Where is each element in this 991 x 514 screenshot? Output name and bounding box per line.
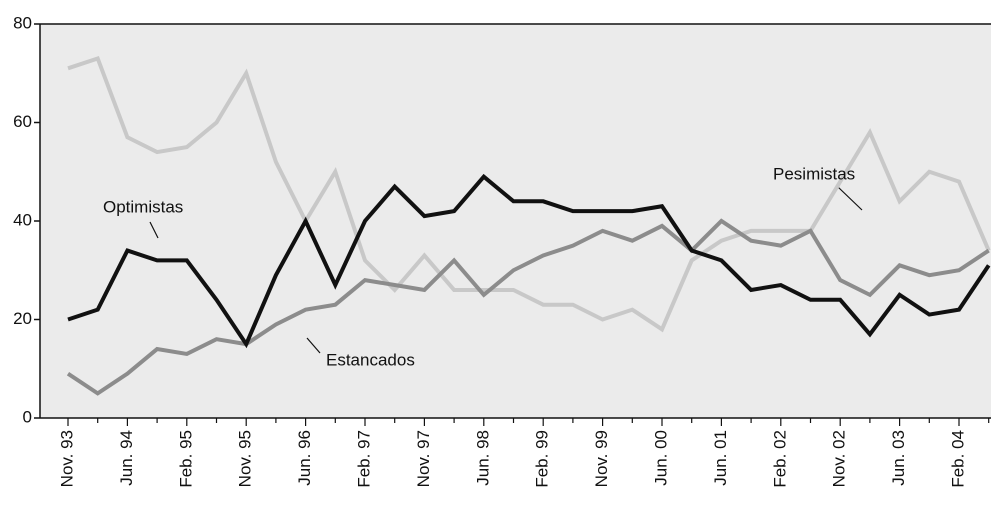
y-tick-label: 60 — [13, 112, 32, 131]
x-tick-label: Feb. 99 — [533, 430, 552, 488]
plot-area — [40, 24, 991, 418]
x-tick-label: Nov. 95 — [236, 430, 255, 487]
series-line — [67, 173, 991, 349]
y-tick-label: 20 — [13, 309, 32, 328]
series-label: Estancados — [326, 350, 415, 369]
x-tick-label: Feb. 02 — [770, 430, 789, 488]
marks — [66, 55, 991, 396]
leader-line — [837, 186, 863, 211]
series-line — [67, 55, 991, 333]
y-tick-label: 80 — [13, 13, 32, 32]
leader-line — [149, 221, 159, 239]
x-tick-label: Feb. 95 — [176, 430, 195, 488]
x-tick-label: Nov. 97 — [414, 430, 433, 487]
x-tick-label: Nov. 93 — [57, 430, 76, 487]
x-tick-label: Jun. 03 — [889, 430, 908, 486]
x-tick-label: Nov. 02 — [830, 430, 849, 487]
series-line — [66, 218, 990, 396]
x-tick-label: Feb. 04 — [948, 430, 967, 488]
y-tick-label: 0 — [23, 407, 32, 426]
x-tick-label: Jun. 94 — [117, 430, 136, 486]
x-tick-label: Jun. 96 — [295, 430, 314, 486]
series-label: Pesimistas — [773, 164, 855, 183]
leader-line — [306, 337, 321, 354]
x-tick-label: Jun. 98 — [473, 430, 492, 486]
x-tick-label: Feb. 97 — [354, 430, 373, 488]
x-tick-label: Jun. 01 — [711, 430, 730, 486]
series-label: Optimistas — [103, 197, 183, 216]
y-tick-label: 40 — [13, 210, 32, 229]
x-tick-label: Jun. 00 — [651, 430, 670, 486]
x-tick-label: Nov. 99 — [592, 430, 611, 487]
